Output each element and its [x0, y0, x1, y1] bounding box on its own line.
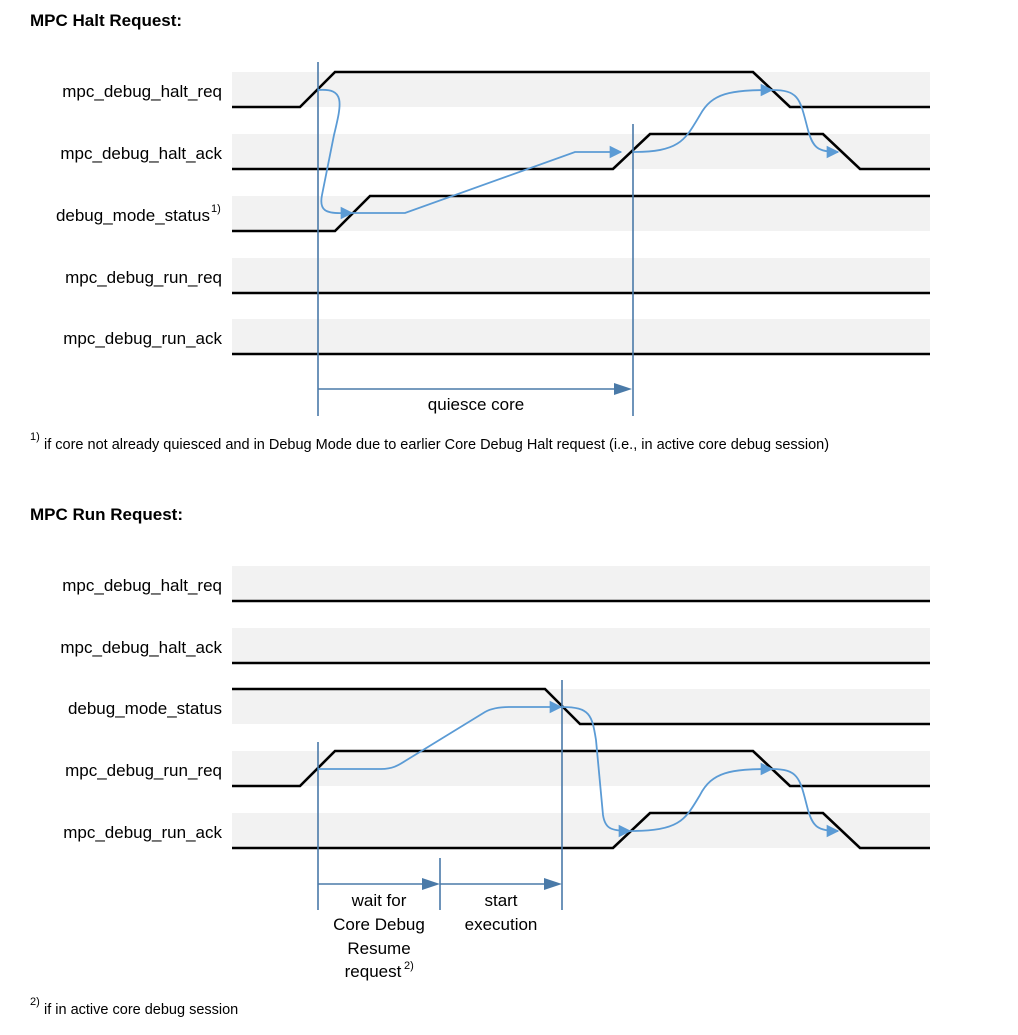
flow-arrow	[632, 83, 774, 153]
footnote-marker: 2)	[30, 996, 40, 1008]
interval-label: wait for	[351, 891, 407, 910]
flow-arrow	[771, 89, 840, 159]
interval-label: request	[345, 962, 402, 981]
waveform-halt-req	[232, 70, 930, 109]
run-section-title: MPC Run Request:	[30, 505, 183, 524]
band-run-req	[232, 258, 930, 293]
signal-label: mpc_debug_run_ack	[63, 823, 222, 842]
signal-label: mpc_debug_run_ack	[63, 329, 222, 348]
interval-label: Core Debug	[333, 915, 425, 934]
flow-arrow	[629, 762, 774, 832]
waveform-halt-ack	[232, 132, 930, 171]
footnote-marker-1: 1)	[211, 203, 221, 215]
signal-label: mpc_debug_halt_req	[62, 82, 222, 101]
flow-arrow	[561, 706, 632, 838]
band-run-ack	[232, 319, 930, 354]
interval-label: quiesce core	[428, 395, 524, 414]
footnote-text: if core not already quiesced and in Debu…	[44, 437, 829, 453]
footnote-text: if in active core debug session	[44, 1002, 238, 1018]
signal-label: debug_mode_status	[56, 206, 210, 225]
arrow-head-icon	[544, 878, 562, 890]
arrow-head-icon	[614, 383, 632, 395]
signal-label: mpc_debug_run_req	[65, 761, 222, 780]
interval-label: Resume	[347, 939, 410, 958]
band-debug-mode	[232, 689, 930, 724]
halt-section-title: MPC Halt Request:	[30, 11, 182, 30]
band-halt-req	[232, 72, 930, 107]
footnote-marker: 1)	[30, 431, 40, 443]
band-halt-ack	[232, 628, 930, 663]
signal-label: mpc_debug_run_req	[65, 268, 222, 287]
signal-label: mpc_debug_halt_ack	[60, 638, 222, 657]
signal-label: mpc_debug_halt_req	[62, 576, 222, 595]
signal-label: debug_mode_status	[68, 699, 222, 718]
signal-label: mpc_debug_halt_ack	[60, 144, 222, 163]
flow-arrow	[771, 768, 840, 838]
interval-label: start	[484, 891, 517, 910]
waveform-run-req	[232, 749, 930, 788]
footnote-marker-2: 2)	[404, 960, 414, 972]
waveform-run-ack	[232, 811, 930, 850]
arrow-head-icon	[422, 878, 440, 890]
band-halt-req	[232, 566, 930, 601]
interval-label: execution	[465, 915, 538, 934]
flow-arrow	[318, 700, 563, 770]
flow-arrow	[352, 145, 623, 214]
band-run-ack	[232, 813, 930, 848]
flow-arrow	[317, 89, 354, 220]
